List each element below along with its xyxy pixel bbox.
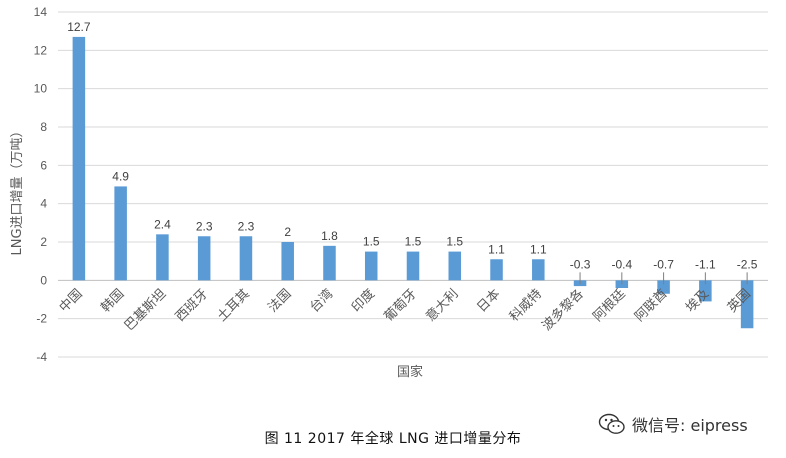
gridlines — [58, 11, 768, 358]
watermark-text: 微信号: eipress — [632, 416, 748, 435]
bar — [114, 186, 127, 281]
bar — [197, 236, 211, 281]
bar — [239, 236, 253, 281]
bars — [72, 36, 754, 329]
category-label: 印度 — [348, 286, 378, 316]
bar — [657, 280, 670, 294]
y-tick-label: 4 — [40, 197, 47, 211]
y-tick-label: 14 — [34, 5, 48, 19]
data-label: 2 — [284, 225, 291, 239]
x-axis-title: 国家 — [397, 364, 423, 380]
y-tick-label: 2 — [40, 235, 47, 249]
y-tick-label: 10 — [34, 82, 48, 96]
bar — [156, 234, 169, 281]
bar — [740, 280, 754, 329]
figure-caption: 图 11 2017 年全球 LNG 进口增量分布 — [264, 431, 522, 447]
bar — [364, 251, 378, 281]
data-label: -1.1 — [695, 257, 716, 271]
bar — [532, 259, 545, 281]
data-label: 1.5 — [446, 235, 463, 249]
bar — [699, 280, 712, 302]
bar — [406, 251, 420, 281]
bar — [490, 259, 503, 281]
data-label: 1.1 — [530, 242, 547, 256]
bar — [448, 251, 462, 281]
category-label: 日本 — [474, 287, 503, 316]
data-label: 1.1 — [488, 242, 505, 256]
watermark: 微信号: eipress — [598, 412, 748, 436]
y-tick-label: -2 — [36, 312, 47, 326]
data-label: 2.3 — [196, 219, 213, 233]
category-label: 台湾 — [307, 286, 337, 316]
data-label: 4.9 — [112, 169, 129, 183]
data-label: 12.7 — [67, 20, 91, 34]
y-tick-label: 6 — [40, 158, 47, 172]
bar — [323, 245, 336, 281]
category-label: 波多黎各 — [539, 286, 587, 334]
data-label: -0.7 — [653, 257, 674, 271]
y-tick-label: 8 — [40, 120, 47, 134]
bar — [72, 36, 86, 281]
data-label: 2.4 — [154, 217, 171, 231]
data-label: -0.3 — [570, 257, 591, 271]
category-label: 韩国 — [98, 287, 127, 316]
y-tick-label: 12 — [34, 43, 48, 57]
data-label: -0.4 — [611, 257, 632, 271]
data-label: -2.5 — [737, 257, 758, 271]
category-label: 巴基斯坦 — [122, 287, 169, 334]
wechat-icon — [598, 413, 625, 434]
bar — [281, 242, 294, 281]
data-label: 1.5 — [363, 235, 380, 249]
data-label: 1.8 — [321, 229, 338, 243]
y-tick-label: 0 — [40, 273, 47, 287]
data-label: 1.5 — [405, 235, 422, 249]
y-tick-label: -4 — [36, 350, 47, 364]
data-labels: 12.7 4.9 2.4 2.3 2.3 2 1.8 1.5 1.5 1.5 1.1 1.1 -0.3 -… — [67, 20, 758, 285]
y-axis-ticks: -4 -2 0 2 4 6 8 10 12 14 — [34, 5, 48, 364]
category-label: 法国 — [266, 287, 295, 316]
y-axis-title: LNG进口增量（万吨） — [10, 124, 25, 255]
data-label: 2.3 — [238, 219, 255, 233]
category-label: 中国 — [57, 287, 86, 316]
